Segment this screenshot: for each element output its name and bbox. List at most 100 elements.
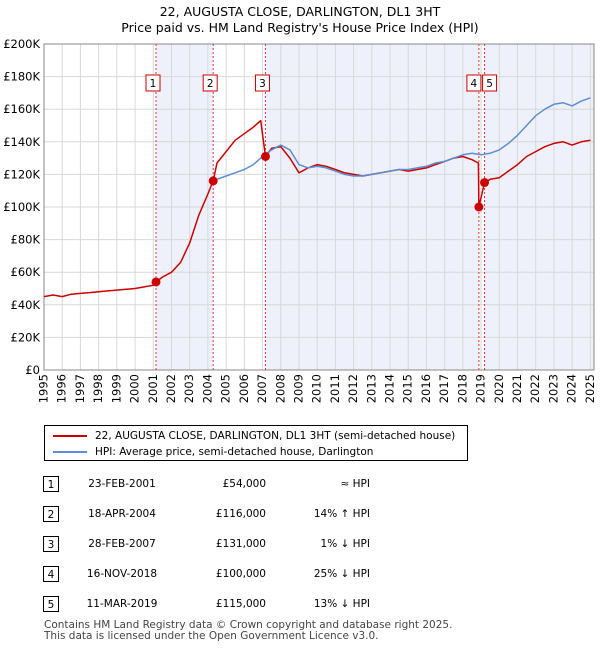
sale-label-marker: 1 bbox=[145, 74, 161, 92]
y-tick-label: £160K bbox=[3, 102, 40, 116]
y-tick-label: £200K bbox=[3, 37, 40, 51]
sale-date: 18-APR-2004 bbox=[88, 508, 156, 520]
sale-point bbox=[260, 151, 270, 161]
x-tick-label: 2016 bbox=[419, 374, 433, 403]
y-tick-label: £100K bbox=[3, 200, 40, 214]
x-tick-label: 2000 bbox=[128, 374, 142, 403]
sale-label-box bbox=[482, 74, 498, 92]
x-tick-label: 2015 bbox=[401, 374, 415, 403]
series-line-property bbox=[43, 119, 591, 298]
x-tick-label: 2013 bbox=[364, 374, 378, 403]
x-tick-label: 2019 bbox=[474, 374, 488, 403]
legend-swatch-hpi bbox=[53, 451, 87, 453]
x-tick-label: 2010 bbox=[310, 374, 324, 403]
x-tick-label: 2023 bbox=[546, 374, 560, 403]
sale-number-badge: 2 bbox=[43, 506, 59, 522]
x-tick-label: 1998 bbox=[91, 374, 105, 403]
y-tick-label: £80K bbox=[11, 233, 41, 247]
x-tick-label: 2004 bbox=[200, 374, 214, 403]
sale-price: £131,000 bbox=[215, 538, 266, 550]
sale-number-badge: 1 bbox=[43, 476, 59, 492]
legend-label-property: 22, AUGUSTA CLOSE, DARLINGTON, DL1 3HT (… bbox=[95, 430, 456, 442]
y-tick-label: £180K bbox=[3, 70, 40, 84]
sale-label-box bbox=[145, 74, 161, 92]
sale-number-badge: 4 bbox=[43, 566, 59, 582]
legend: 22, AUGUSTA CLOSE, DARLINGTON, DL1 3HT (… bbox=[44, 425, 468, 461]
chart-title: 22, AUGUSTA CLOSE, DARLINGTON, DL1 3HT bbox=[159, 4, 441, 19]
x-tick-label: 2001 bbox=[146, 374, 160, 403]
sale-label-text: 2 bbox=[207, 78, 214, 90]
y-tick-label: £60K bbox=[11, 265, 41, 279]
x-tick-label: 1996 bbox=[55, 374, 69, 403]
x-tick-label: 1997 bbox=[73, 374, 87, 403]
sale-label-marker: 4 bbox=[466, 74, 482, 92]
legend-swatch-property bbox=[53, 435, 87, 437]
x-tick-label: 2014 bbox=[383, 374, 397, 403]
plot-border bbox=[43, 43, 595, 371]
y-tick-label: £120K bbox=[3, 167, 40, 181]
x-tick-label: 2003 bbox=[182, 374, 196, 403]
legend-item-hpi: HPI: Average price, semi-detached house,… bbox=[45, 444, 467, 460]
sale-price: £54,000 bbox=[222, 478, 266, 490]
sale-hpi-comparison: 25% ↓ HPI bbox=[313, 568, 370, 580]
chart-subtitle: Price paid vs. HM Land Registry's House … bbox=[121, 20, 479, 35]
sale-label-text: 1 bbox=[150, 78, 157, 90]
x-tick-label: 2021 bbox=[510, 374, 524, 403]
x-tick-label: 2025 bbox=[583, 374, 597, 403]
sale-label-marker: 3 bbox=[254, 74, 270, 92]
sale-date: 28-FEB-2007 bbox=[88, 538, 156, 550]
x-tick-label: 2006 bbox=[237, 374, 251, 403]
sale-number-badge: 5 bbox=[43, 596, 59, 612]
y-tick-label: £0 bbox=[25, 363, 40, 377]
y-tick-label: £20K bbox=[11, 330, 41, 344]
x-tick-label: 2007 bbox=[255, 374, 269, 403]
x-tick-label: 2008 bbox=[273, 374, 287, 403]
sale-price: £115,000 bbox=[215, 598, 266, 610]
x-tick-label: 1995 bbox=[37, 374, 51, 403]
legend-label-hpi: HPI: Average price, semi-detached house,… bbox=[95, 446, 374, 458]
sale-price: £100,000 bbox=[215, 568, 266, 580]
x-tick-label: 2024 bbox=[565, 374, 579, 403]
y-tick-label: £40K bbox=[11, 298, 41, 312]
series-line-hpi bbox=[212, 97, 591, 182]
table-row: 5 11-MAR-2019 £115,000 13% ↓ HPI bbox=[0, 596, 600, 616]
legend-item-property: 22, AUGUSTA CLOSE, DARLINGTON, DL1 3HT (… bbox=[45, 428, 467, 444]
table-row: 1 23-FEB-2001 £54,000 ≈ HPI bbox=[0, 476, 600, 496]
sale-date: 23-FEB-2001 bbox=[88, 478, 156, 490]
x-tick-label: 1999 bbox=[109, 374, 123, 403]
sale-label-text: 4 bbox=[471, 78, 478, 90]
sale-label-marker: 5 bbox=[482, 74, 498, 92]
sale-label-marker: 2 bbox=[202, 74, 218, 92]
sale-label-box bbox=[466, 74, 482, 92]
sale-label-box bbox=[254, 74, 270, 92]
sale-label-box bbox=[202, 74, 218, 92]
table-row: 2 18-APR-2004 £116,000 14% ↑ HPI bbox=[0, 506, 600, 526]
sale-hpi-comparison: ≈ HPI bbox=[340, 478, 370, 490]
sale-hpi-comparison: 14% ↑ HPI bbox=[313, 508, 370, 520]
sale-label-text: 3 bbox=[259, 78, 266, 90]
sale-price: £116,000 bbox=[215, 508, 266, 520]
price-chart: 1 2 3 4 5 £0 £20K £40K £60K £80K £100K £120K £140K £1… bbox=[3, 37, 597, 403]
y-tick-label: £140K bbox=[3, 135, 40, 149]
x-tick-label: 2012 bbox=[346, 374, 360, 403]
sale-point bbox=[480, 178, 490, 188]
table-row: 3 28-FEB-2007 £131,000 1% ↓ HPI bbox=[0, 536, 600, 556]
sale-point bbox=[474, 202, 484, 212]
footer-copyright: Contains HM Land Registry data © Crown c… bbox=[44, 619, 453, 631]
sale-point bbox=[151, 277, 161, 287]
sale-hpi-comparison: 1% ↓ HPI bbox=[320, 538, 370, 550]
sale-point bbox=[208, 176, 218, 186]
footer: Contains HM Land Registry data © Crown c… bbox=[44, 620, 452, 642]
x-tick-label: 2005 bbox=[219, 374, 233, 403]
footer-licence: This data is licensed under the Open Gov… bbox=[44, 630, 379, 642]
sale-hpi-comparison: 13% ↓ HPI bbox=[313, 598, 370, 610]
sale-date: 11-MAR-2019 bbox=[86, 598, 158, 610]
x-tick-label: 2020 bbox=[492, 374, 506, 403]
chart-title-block: 22, AUGUSTA CLOSE, DARLINGTON, DL1 3HT P… bbox=[0, 4, 600, 36]
x-tick-label: 2009 bbox=[291, 374, 305, 403]
x-tick-label: 2011 bbox=[328, 374, 342, 403]
x-tick-label: 2022 bbox=[528, 374, 542, 403]
x-tick-label: 2017 bbox=[437, 374, 451, 403]
x-tick-label: 2002 bbox=[164, 374, 178, 403]
sale-number-badge: 3 bbox=[43, 536, 59, 552]
